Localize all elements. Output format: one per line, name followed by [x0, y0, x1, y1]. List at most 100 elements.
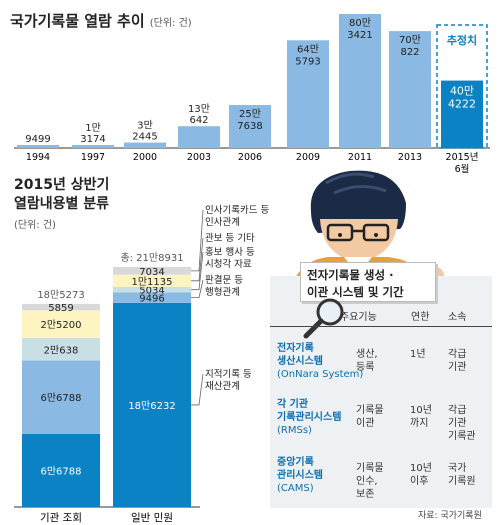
infobox-title-card: 전자기록물 생성 · 이관 시스템 및 기간 — [300, 262, 436, 302]
system-code-line: (OnNara System) — [277, 369, 364, 380]
top-chart-unit: (단위: 건) — [149, 18, 192, 29]
stack-segment-label: 5859 — [48, 303, 73, 314]
system-code: (OnNara System) — [277, 368, 363, 381]
stack-segment-label: 2만638 — [44, 344, 79, 356]
top-chart-value-label: 64만 — [297, 43, 319, 55]
infobox-header-function: 주요기능 — [340, 312, 377, 323]
stack-chart-title: 2015년 상반기 열람내용별 분류 — [14, 176, 109, 214]
stack-segment-label: 2만5200 — [40, 319, 81, 331]
system-function-line: 인수, — [356, 476, 378, 487]
top-chart-bar — [17, 145, 59, 148]
stack-category-label: 인사관계 — [205, 216, 240, 228]
system-code-line: (RMSs) — [277, 425, 312, 436]
infobox-title-line1: 전자기록물 생성 · — [307, 268, 394, 282]
stack-segment — [113, 286, 191, 293]
system-name: 각 기관 기록관리시스템 — [277, 398, 341, 424]
top-chart-bar — [339, 14, 381, 148]
stack-segment — [22, 310, 100, 338]
stack-category-label: 관보 등 기타 — [205, 233, 255, 244]
system-period-line: 10년 — [410, 405, 432, 416]
stack-x-tick: 일반 민원 — [131, 511, 173, 524]
top-chart-x-tick: 1994 — [26, 152, 50, 163]
system-function-line: 보존 — [356, 489, 375, 500]
top-chart-bar — [287, 40, 329, 148]
top-chart-value-label: 822 — [400, 47, 419, 58]
system-name-line: 관리시스템 — [277, 470, 323, 481]
system-org-line: 각급 — [448, 349, 467, 360]
stack-segment — [113, 274, 191, 287]
system-period-line: 이후 — [410, 476, 429, 487]
top-chart-value-label: 70만 — [399, 34, 421, 46]
top-chart-x-tick: 2006 — [238, 152, 262, 163]
stack-chart: 6만6788 6만6788 2만638 2만5200 5859 18만5273 기관 조회 1… — [14, 205, 269, 524]
stack-segment-label: 9496 — [139, 294, 164, 305]
top-chart-bar — [178, 126, 220, 148]
infobox-title-line2: 이관 시스템 및 기간 — [307, 285, 404, 299]
infobox-divider — [270, 326, 492, 327]
system-org-line: 기관 — [448, 362, 467, 373]
system-period-line: 까지 — [410, 418, 429, 429]
system-name-line: 전자기록 — [277, 343, 314, 354]
system-function-line: 이관 — [356, 418, 375, 429]
system-name-line: 생산시스템 — [277, 356, 323, 367]
top-chart-value-label: 5793 — [295, 56, 320, 67]
stack-connector-line — [191, 251, 204, 291]
system-org: 국가 기록원 — [448, 462, 476, 488]
top-chart-value-label: 40만 — [450, 85, 474, 98]
system-function: 생산, 등록 — [356, 348, 378, 374]
estimate-label: 추정치 — [447, 33, 477, 47]
stack-segment-label: 7034 — [139, 267, 164, 278]
top-chart-value-label: 13만 — [188, 103, 210, 115]
system-period: 1년 — [410, 348, 426, 361]
top-chart-value-label: 1만 — [85, 122, 101, 134]
system-period-line: 1년 — [410, 349, 426, 360]
system-name-line: 중앙기록 — [277, 457, 314, 468]
stack-connector-line — [191, 373, 204, 406]
stack-connector-line — [191, 237, 204, 282]
top-chart-bar — [72, 145, 114, 148]
system-function-line: 등록 — [356, 362, 375, 373]
stack-connector-line — [191, 279, 204, 299]
infobox-header-org: 소속 — [448, 312, 467, 323]
system-name-line: 각 기관 — [277, 399, 309, 410]
stack-connector-line — [191, 209, 204, 272]
stack-chart-title-line2: 열람내용별 분류 — [14, 196, 110, 212]
top-chart-x-tick: 2011 — [348, 152, 372, 163]
system-org-line: 기록관 — [448, 431, 476, 442]
top-chart-value-label: 2445 — [132, 132, 157, 143]
system-function-line: 생산, — [356, 349, 378, 360]
top-chart-x-tick: 1997 — [81, 152, 105, 163]
stack-segment-label: 6만6788 — [40, 392, 81, 404]
system-org-line: 기록원 — [448, 476, 476, 487]
top-chart-bar — [124, 142, 166, 148]
stack-category-label: 홍보 행사 등 — [205, 246, 255, 258]
stack-segment — [22, 433, 100, 507]
top-chart-x-tick: 2015년 — [446, 152, 479, 163]
stack-total-label: 18만5273 — [37, 289, 84, 301]
stack-segment-label: 5034 — [139, 286, 164, 297]
stack-segment — [22, 303, 100, 311]
system-code-line: (CAMS) — [277, 483, 314, 494]
stack-segment-label: 18만6232 — [128, 400, 175, 412]
stack-category-label: 인사기록카드 등 — [205, 205, 269, 216]
top-chart-value-label: 642 — [189, 115, 208, 126]
top-chart-x-tick: 2003 — [187, 152, 211, 163]
infobox-panel — [270, 276, 492, 508]
system-function: 기록물 인수, 보존 — [356, 462, 384, 501]
top-chart-x-tick: 2009 — [296, 152, 320, 163]
top-chart-value-label: 9499 — [25, 134, 50, 145]
magnifier-icon — [303, 298, 344, 339]
stack-x-tick: 기관 조회 — [40, 512, 82, 524]
stack-segment — [113, 267, 191, 275]
top-chart-value-label: 7638 — [237, 121, 262, 132]
stack-chart-title-line1: 2015년 상반기 — [14, 177, 110, 193]
top-chart-value-label: 3174 — [80, 134, 105, 145]
stack-segment-label: 1만1135 — [131, 276, 172, 288]
top-chart-value-label: 3만 — [137, 120, 153, 132]
top-chart-x-tick: 6월 — [455, 163, 470, 175]
system-org-line: 기관 — [448, 418, 467, 429]
system-period-line: 10년 — [410, 463, 432, 474]
